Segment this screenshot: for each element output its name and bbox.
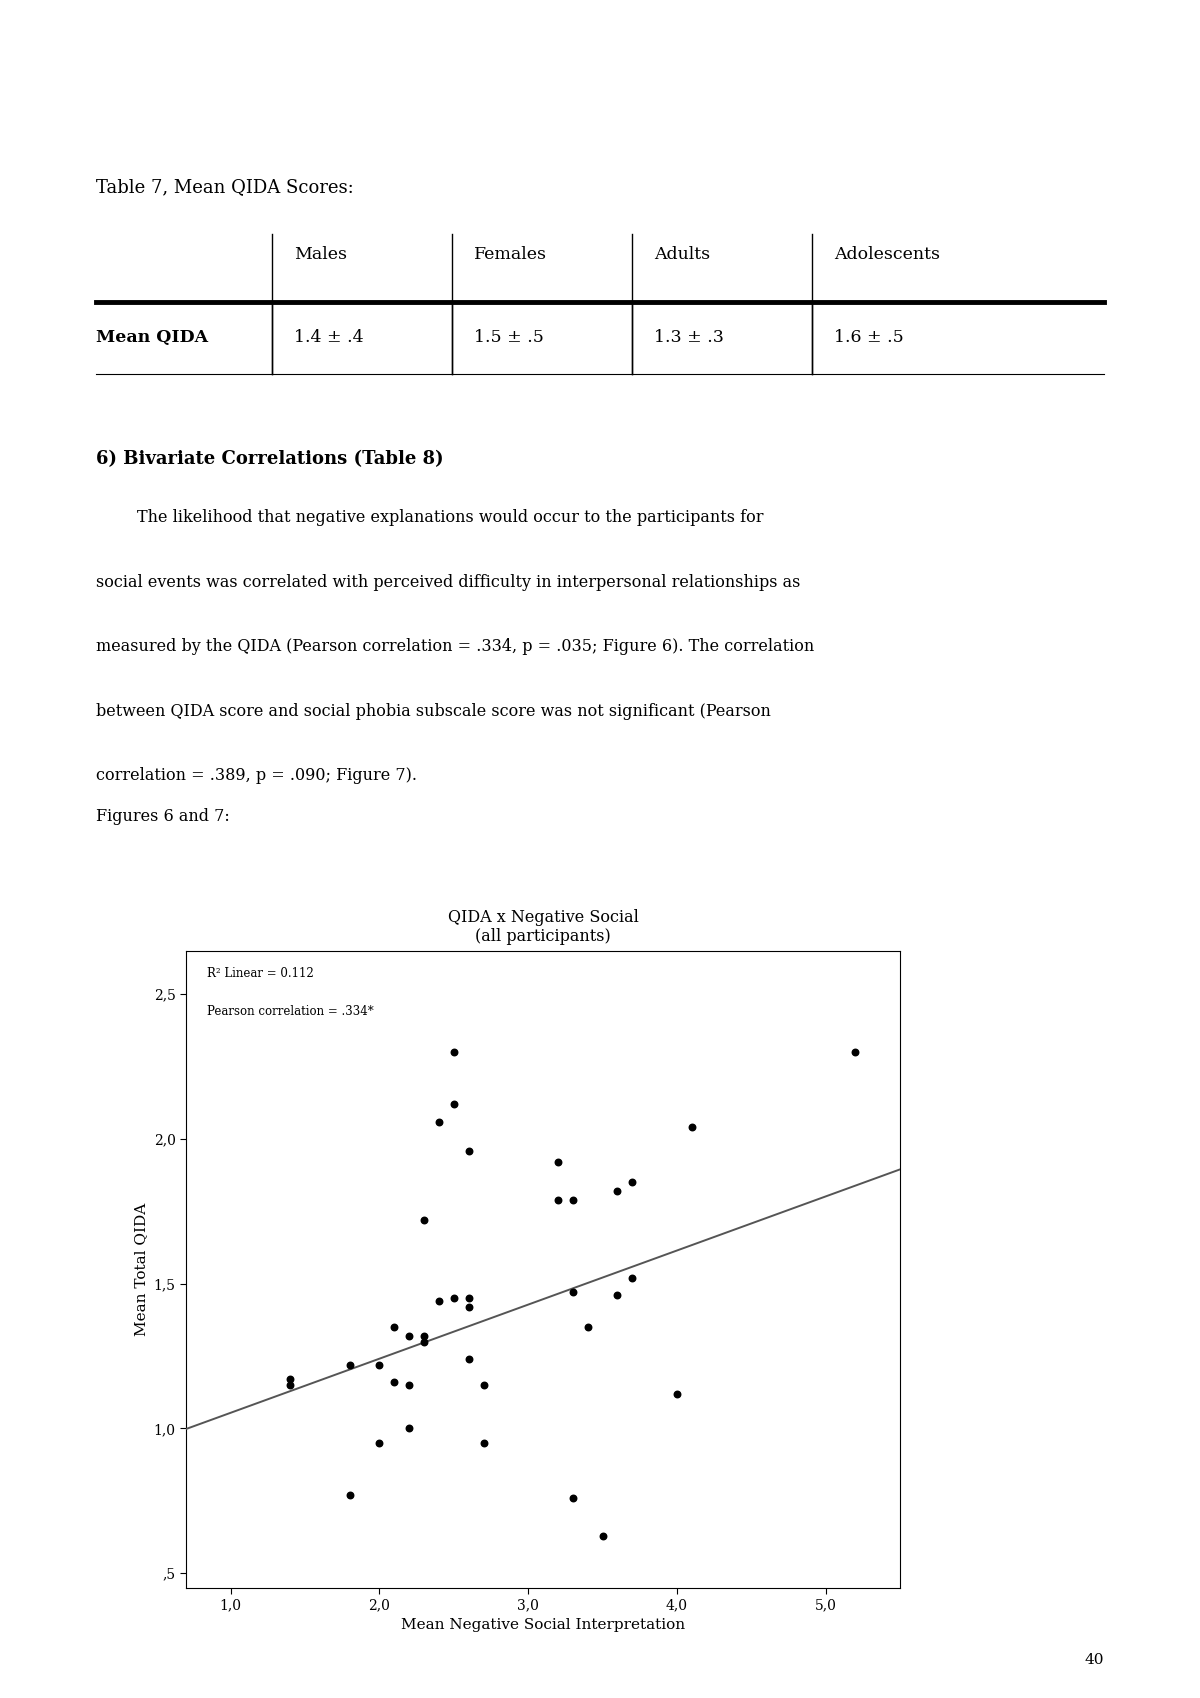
Point — [474, 1372, 493, 1399]
Point — [340, 1352, 359, 1379]
Text: R² Linear = 0.112: R² Linear = 0.112 — [208, 966, 314, 980]
Point — [400, 1414, 419, 1442]
Text: Adolescents: Adolescents — [834, 246, 940, 263]
Text: 1.4 ± .4: 1.4 ± .4 — [294, 329, 364, 346]
Point — [607, 1177, 626, 1204]
Point — [563, 1187, 582, 1214]
Text: Figures 6 and 7:: Figures 6 and 7: — [96, 808, 229, 825]
Point — [281, 1372, 300, 1399]
Text: 6) Bivariate Correlations (Table 8): 6) Bivariate Correlations (Table 8) — [96, 450, 444, 469]
Text: 1.6 ± .5: 1.6 ± .5 — [834, 329, 904, 346]
Text: Mean QIDA: Mean QIDA — [96, 329, 208, 346]
Text: Females: Females — [474, 246, 547, 263]
Title: QIDA x Negative Social
(all participants): QIDA x Negative Social (all participants… — [448, 908, 638, 946]
Point — [578, 1314, 598, 1341]
Point — [593, 1521, 612, 1549]
Point — [414, 1207, 433, 1234]
Point — [385, 1314, 404, 1341]
Point — [400, 1372, 419, 1399]
Point — [400, 1323, 419, 1350]
Text: The likelihood that negative explanations would occur to the participants for: The likelihood that negative explanation… — [96, 509, 763, 526]
Point — [460, 1138, 479, 1165]
Text: 1.5 ± .5: 1.5 ± .5 — [474, 329, 544, 346]
Point — [414, 1328, 433, 1355]
Point — [414, 1323, 433, 1350]
Point — [460, 1294, 479, 1321]
Point — [563, 1484, 582, 1511]
Point — [548, 1148, 568, 1175]
Point — [430, 1109, 449, 1136]
Text: social events was correlated with perceived difficulty in interpersonal relation: social events was correlated with percei… — [96, 574, 800, 591]
Point — [444, 1090, 463, 1117]
Text: between QIDA score and social phobia subscale score was not significant (Pearson: between QIDA score and social phobia sub… — [96, 703, 770, 720]
Point — [846, 1039, 865, 1066]
Text: correlation = .389, p = .090; Figure 7).: correlation = .389, p = .090; Figure 7). — [96, 767, 418, 784]
Point — [444, 1285, 463, 1313]
Point — [444, 1039, 463, 1066]
Point — [474, 1430, 493, 1457]
Text: Table 7, Mean QIDA Scores:: Table 7, Mean QIDA Scores: — [96, 178, 354, 197]
Point — [607, 1282, 626, 1309]
Point — [340, 1481, 359, 1508]
Text: Adults: Adults — [654, 246, 710, 263]
Point — [430, 1287, 449, 1314]
Text: 1.3 ± .3: 1.3 ± .3 — [654, 329, 724, 346]
Text: 40: 40 — [1085, 1654, 1104, 1667]
X-axis label: Mean Negative Social Interpretation: Mean Negative Social Interpretation — [401, 1618, 685, 1632]
Point — [563, 1279, 582, 1306]
Point — [548, 1187, 568, 1214]
Y-axis label: Mean Total QIDA: Mean Total QIDA — [134, 1202, 148, 1336]
Point — [460, 1345, 479, 1372]
Point — [667, 1380, 686, 1408]
Point — [385, 1369, 404, 1396]
Text: Males: Males — [294, 246, 347, 263]
Text: Pearson correlation = .334*: Pearson correlation = .334* — [208, 1005, 374, 1019]
Point — [623, 1168, 642, 1195]
Point — [460, 1285, 479, 1313]
Point — [370, 1352, 389, 1379]
Text: measured by the QIDA (Pearson correlation = .334, p = .035; Figure 6). The corre: measured by the QIDA (Pearson correlatio… — [96, 638, 815, 655]
Point — [682, 1114, 701, 1141]
Point — [370, 1430, 389, 1457]
Point — [623, 1265, 642, 1292]
Point — [281, 1365, 300, 1392]
